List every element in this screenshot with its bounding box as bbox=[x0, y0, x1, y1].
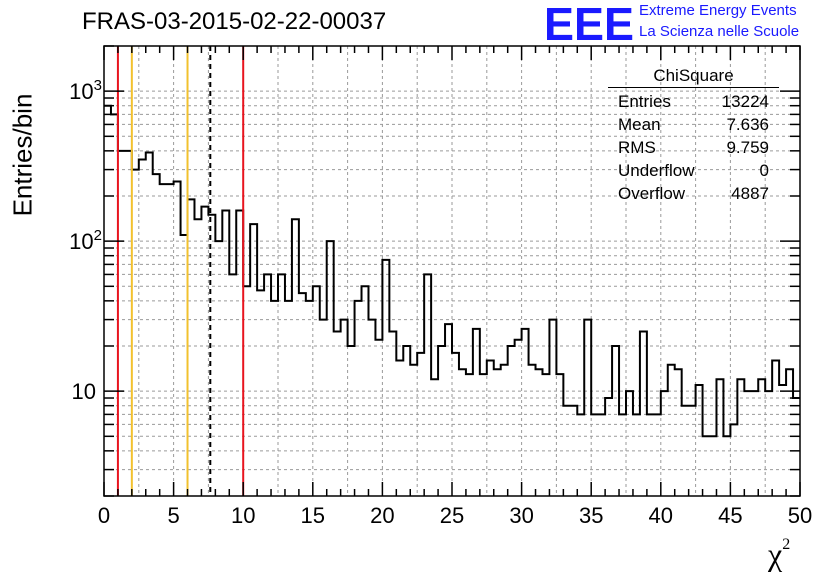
stats-value: 9.759 bbox=[726, 138, 769, 157]
histogram-series bbox=[104, 104, 800, 438]
x-tick-label: 25 bbox=[440, 503, 464, 528]
stats-label: RMS bbox=[618, 138, 656, 157]
x-tick-label: 35 bbox=[579, 503, 603, 528]
x-axis-label: χ2 bbox=[768, 536, 790, 573]
stats-row-mean: Mean 7.636 bbox=[608, 113, 779, 136]
stats-row-rms: RMS 9.759 bbox=[608, 136, 779, 159]
stats-label: Mean bbox=[618, 115, 661, 134]
stats-label: Underflow bbox=[618, 161, 695, 180]
grid-lines bbox=[104, 46, 800, 496]
chart-title: FRAS-03-2015-02-22-00037 bbox=[82, 8, 387, 35]
x-tick-label: 20 bbox=[370, 503, 394, 528]
stats-box-title: ChiSquare bbox=[608, 66, 779, 88]
x-tick-label: 5 bbox=[167, 503, 179, 528]
tick-labels: 0 5 10 15 20 25 30 35 40 45 50 10 102 103 bbox=[69, 77, 812, 528]
x-tick-label: 45 bbox=[718, 503, 742, 528]
y-tick-label: 102 bbox=[69, 227, 102, 254]
axis-ticks bbox=[103, 45, 801, 497]
threshold-lines bbox=[116, 46, 245, 496]
x-axis-label-superscript: 2 bbox=[782, 536, 791, 554]
stats-value: 0 bbox=[759, 161, 769, 180]
histogram-line bbox=[104, 104, 800, 438]
x-tick-label: 15 bbox=[301, 503, 325, 528]
stats-label: Overflow bbox=[618, 184, 686, 203]
x-tick-label: 40 bbox=[649, 503, 673, 528]
logo-line-2: La Scienza nelle Scuole bbox=[639, 23, 800, 40]
stats-row-overflow: Overflow 4887 bbox=[608, 182, 779, 205]
stats-value: 4887 bbox=[731, 184, 769, 203]
x-tick-label: 30 bbox=[509, 503, 533, 528]
y-tick-label: 10 bbox=[72, 379, 96, 404]
stats-box: ChiSquare Entries 13224 Mean 7.636 RMS 9… bbox=[608, 66, 779, 205]
x-tick-label: 0 bbox=[98, 503, 110, 528]
stats-row-underflow: Underflow 0 bbox=[608, 159, 779, 182]
x-axis-label-text: χ bbox=[768, 536, 783, 572]
stats-label: Entries bbox=[618, 92, 671, 111]
y-tick-label: 103 bbox=[69, 77, 102, 104]
x-tick-label: 50 bbox=[788, 503, 812, 528]
logo-line-1: Extreme Energy Events bbox=[639, 2, 797, 19]
stats-value: 7.636 bbox=[726, 115, 769, 134]
eee-logo: EEE bbox=[544, 2, 634, 42]
stats-value: 13224 bbox=[721, 92, 769, 111]
x-tick-label: 10 bbox=[231, 503, 255, 528]
eee-logo-mark: EEE bbox=[544, 2, 634, 42]
stats-row-entries: Entries 13224 bbox=[608, 90, 779, 113]
